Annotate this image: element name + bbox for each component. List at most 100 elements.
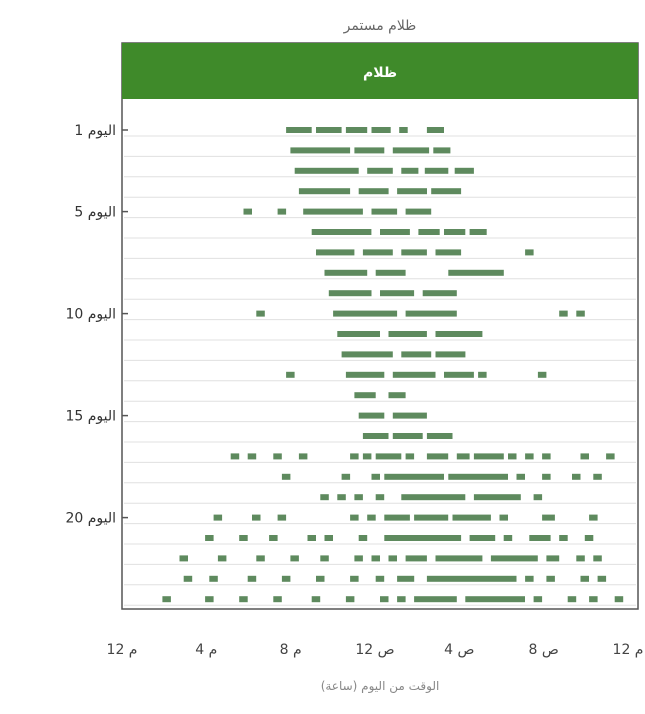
activity-bout <box>525 249 534 256</box>
activity-bout <box>424 167 449 174</box>
activity-bout <box>354 147 385 154</box>
activity-bout <box>371 473 380 480</box>
activity-bout <box>243 208 252 215</box>
activity-bout <box>256 310 265 317</box>
activity-bout <box>469 535 496 541</box>
activity-bout <box>405 310 457 317</box>
activity-bout <box>162 596 171 603</box>
activity-bout <box>367 167 393 174</box>
activity-bout <box>286 371 295 378</box>
activity-bout <box>435 331 483 337</box>
activity-bout <box>345 371 385 378</box>
activity-bout <box>380 229 410 235</box>
activity-bout <box>320 555 329 562</box>
activity-bout <box>358 188 389 195</box>
activity-bout <box>281 473 291 480</box>
x-tick-label: 4 ص <box>444 642 474 658</box>
activity-bout <box>316 127 342 133</box>
activity-bout <box>350 453 359 460</box>
activity-bout <box>362 453 372 460</box>
activity-bout <box>239 596 248 603</box>
header-label: ظلام <box>363 65 397 81</box>
activity-bout <box>444 371 474 378</box>
x-tick-label: 12 م <box>107 642 138 658</box>
activity-bout <box>397 596 406 603</box>
activity-bout <box>350 514 359 521</box>
activity-bout <box>426 575 517 582</box>
activity-bout <box>371 208 398 215</box>
activity-bout <box>354 392 376 399</box>
activity-bout <box>399 127 408 133</box>
activity-bout <box>337 331 380 337</box>
activity-bout <box>435 351 466 358</box>
activity-bout <box>354 555 363 562</box>
activity-bout <box>426 433 453 439</box>
activity-bout <box>298 188 351 195</box>
activity-bout <box>316 249 355 256</box>
activity-bout <box>433 147 451 154</box>
activity-bout <box>542 514 555 521</box>
activity-bout <box>546 575 555 582</box>
activity-bout <box>473 494 521 501</box>
activity-bout <box>435 555 483 562</box>
activity-bout <box>298 453 308 460</box>
activity-bout <box>529 535 551 541</box>
activity-bout <box>205 535 214 541</box>
activity-bout <box>375 494 385 501</box>
activity-bout <box>316 575 325 582</box>
activity-bout <box>328 290 372 297</box>
activity-bout <box>273 453 282 460</box>
activity-bout <box>465 596 525 603</box>
x-tick-label: 4 م <box>195 642 217 658</box>
header-bar <box>122 43 638 99</box>
activity-bout <box>375 269 406 276</box>
activity-bout <box>311 229 372 235</box>
activity-bout <box>311 596 321 603</box>
activity-bout <box>209 575 218 582</box>
activity-bout <box>269 535 278 541</box>
activity-bout <box>580 453 589 460</box>
activity-bout <box>247 575 257 582</box>
activity-bout <box>414 514 449 521</box>
activity-bout <box>576 555 585 562</box>
activity-bout <box>217 555 227 562</box>
activity-bout <box>452 514 491 521</box>
y-tick-label: اليوم 10 <box>65 307 116 323</box>
activity-bout <box>508 453 517 460</box>
activity-bout <box>388 331 427 337</box>
activity-bout <box>324 269 368 276</box>
activity-bout <box>597 575 607 582</box>
y-tick-label: اليوم 1 <box>74 123 116 139</box>
chart-title: ظلام مستمر <box>343 18 417 34</box>
activity-bout <box>277 514 287 521</box>
x-tick-label: 12 ص <box>355 642 394 658</box>
activity-bout <box>375 453 402 460</box>
activity-bout <box>401 351 432 358</box>
activity-bout <box>473 453 504 460</box>
activity-bout <box>422 290 457 297</box>
activity-bout <box>516 473 525 480</box>
activity-bouts <box>162 127 624 603</box>
activity-bout <box>405 555 427 562</box>
activity-bout <box>375 575 385 582</box>
activity-bout <box>388 392 406 399</box>
activity-bout <box>273 596 282 603</box>
activity-bout <box>247 453 257 460</box>
activity-bout <box>559 535 568 541</box>
activity-bout <box>401 249 427 256</box>
activity-bout <box>392 433 423 439</box>
activity-bout <box>371 555 380 562</box>
activity-bout <box>362 433 389 439</box>
y-tick-label: اليوم 5 <box>74 205 116 221</box>
activity-bout <box>614 596 624 603</box>
activity-bout <box>367 514 376 521</box>
activity-bout <box>354 494 363 501</box>
activity-bout <box>469 229 487 235</box>
activity-bout <box>589 514 598 521</box>
activity-bout <box>405 208 432 215</box>
activity-bout <box>537 371 547 378</box>
activity-bout <box>371 127 391 133</box>
activity-bout <box>525 453 534 460</box>
y-tick-label: اليوم 20 <box>65 511 116 527</box>
